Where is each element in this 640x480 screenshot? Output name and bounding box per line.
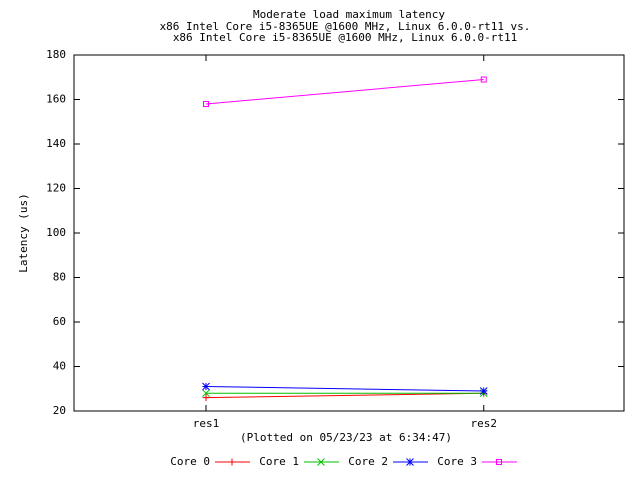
legend-marker (317, 458, 325, 466)
y-tick-label: 160 (46, 93, 66, 106)
x-tick-label: res2 (471, 417, 498, 430)
legend-label: Core 3 (437, 455, 477, 468)
chart-title: Moderate load maximum latency (253, 8, 445, 21)
y-tick-label: 80 (53, 271, 66, 284)
data-point (479, 387, 488, 395)
y-tick-label: 140 (46, 137, 66, 150)
legend-label: Core 0 (170, 455, 210, 468)
legend-label: Core 2 (348, 455, 388, 468)
data-point (202, 389, 210, 398)
y-tick-label: 120 (46, 182, 66, 195)
y-tick-label: 20 (53, 404, 66, 417)
series-line (205, 392, 484, 399)
data-point (203, 100, 209, 107)
y-axis-label: Latency (us) (17, 193, 30, 272)
chart-subtitle: x86 Intel Core i5-8365UE @1600 MHz, Linu… (173, 31, 517, 44)
legend-label: Core 1 (259, 455, 299, 468)
legend-marker (496, 459, 502, 465)
y-tick-label: 100 (46, 226, 66, 239)
legend-marker (228, 458, 236, 466)
x-axis-label: (Plotted on 05/23/23 at 6:34:47) (240, 431, 452, 444)
series-line (205, 78, 484, 105)
data-point (202, 382, 210, 391)
y-tick-label: 180 (46, 48, 66, 61)
data-point (202, 394, 210, 402)
legend-marker (406, 458, 414, 466)
data-point (480, 76, 487, 83)
x-tick-label: res1 (193, 417, 220, 430)
y-tick-label: 40 (53, 360, 66, 373)
series-line (205, 386, 484, 392)
y-tick-label: 60 (53, 315, 66, 328)
chart-subtitle: x86 Intel Core i5-8365UE @1600 MHz, Linu… (160, 20, 531, 33)
